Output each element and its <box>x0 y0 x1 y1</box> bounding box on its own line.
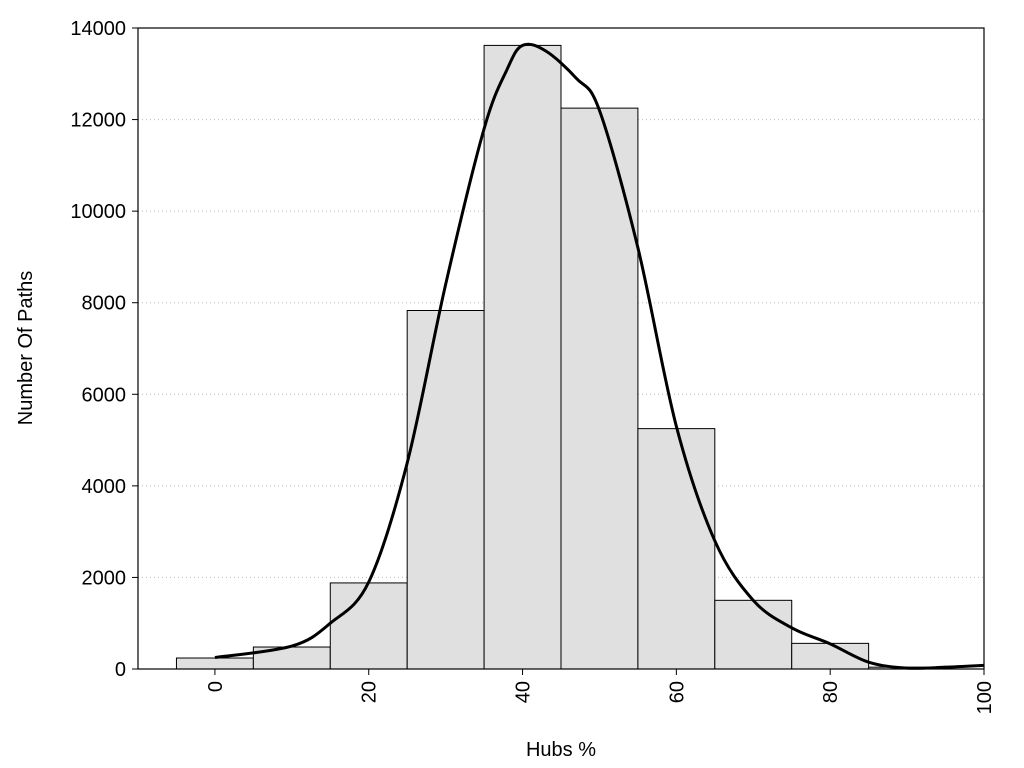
x-tick-label: 60 <box>666 681 688 703</box>
bars <box>175 44 947 670</box>
y-tick-label: 2000 <box>82 567 127 589</box>
y-ticks: 0 2000 4000 6000 8000 10000 12000 14000 <box>70 18 138 681</box>
y-tick-label: 10000 <box>70 201 126 223</box>
histogram-bar <box>560 107 639 670</box>
histogram-bar <box>406 309 485 670</box>
x-tick-label: 80 <box>820 681 842 703</box>
x-ticks: 0 20 40 60 80 100 <box>205 669 996 714</box>
gridlines <box>138 119 984 578</box>
y-tick-label: 6000 <box>82 384 127 406</box>
histogram-bar <box>175 657 254 670</box>
y-tick-label: 14000 <box>70 18 126 40</box>
y-axis-title: Number Of Paths <box>15 271 37 426</box>
histogram-bar <box>329 582 408 670</box>
histogram-bar <box>637 428 716 670</box>
x-axis-title: Hubs % <box>526 739 596 761</box>
density-curve <box>214 42 985 670</box>
x-tick-label: 100 <box>974 681 996 714</box>
y-tick-label: 0 <box>115 659 126 681</box>
y-tick-label: 4000 <box>82 476 127 498</box>
y-tick-label: 12000 <box>70 110 126 132</box>
x-tick-label: 40 <box>513 681 535 703</box>
histogram-bar <box>714 599 793 670</box>
y-tick-label: 8000 <box>82 293 127 315</box>
x-tick-label: 0 <box>205 681 227 692</box>
histogram-bar <box>483 44 562 670</box>
x-tick-label: 20 <box>359 681 381 703</box>
plot-frame <box>137 27 985 670</box>
